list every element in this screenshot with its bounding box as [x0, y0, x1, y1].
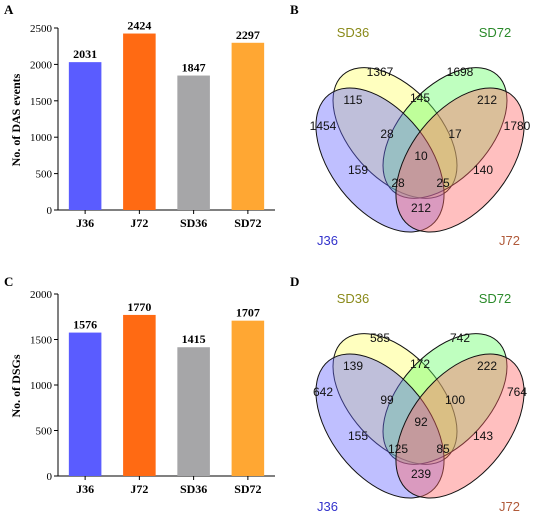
venn-count-j36-sd72-j72: 28 [391, 176, 405, 190]
venn-count-sd36-sd72: 145 [410, 91, 430, 105]
bar-chart-dsgs: No. of DSGs 0 500 1000 1500 2000 1576 J36 1770 J… [9, 289, 275, 496]
x-tick-label: SD36 [180, 216, 207, 230]
venn-count-sd36-sd72-j72: 100 [445, 393, 465, 407]
venn-count-j36-sd36-j72: 85 [436, 442, 450, 456]
venn-count-all: 92 [414, 415, 428, 429]
venn-count-j36-sd36: 139 [343, 359, 363, 373]
venn-count-sd72-only: 1698 [447, 65, 474, 79]
venn-count-j36-only: 642 [313, 385, 333, 399]
set-label-sd72: SD72 [479, 291, 512, 306]
bar-sd72 [231, 42, 265, 211]
panel-letter-d: D [290, 274, 299, 289]
venn-count-j36-j72: 212 [411, 201, 431, 215]
ellipse-j36 [315, 87, 445, 233]
bar-sd36 [177, 75, 210, 211]
ellipse-sd36 [332, 333, 458, 465]
y-tick-label: 500 [36, 426, 53, 438]
y-tick-label: 2000 [30, 59, 53, 71]
venn-count-j36-only: 1454 [310, 119, 337, 133]
venn-count-sd36-sd72-j72: 17 [448, 127, 462, 141]
venn-count-j36-sd36: 115 [343, 93, 362, 107]
venn-count-sd36-only: 585 [370, 331, 390, 345]
y-tick-label: 0 [47, 205, 53, 217]
venn-count-sd72-j72: 212 [477, 93, 497, 107]
y-tick-label: 1500 [30, 96, 53, 108]
y-tick-label: 1000 [30, 380, 53, 392]
venn-count-sd36-j72: 143 [473, 429, 493, 443]
bar-chart-das-events: No. of DAS events 0 500 1000 1500 2000 2500 20… [9, 19, 275, 230]
bar-j72 [123, 314, 156, 476]
bar-j36 [68, 332, 102, 476]
venn-count-j36-sd36-sd72: 99 [380, 393, 394, 407]
panel-letter-a: A [4, 2, 14, 17]
bar-j72 [123, 33, 156, 210]
y-tick-label: 500 [36, 169, 53, 181]
panel-letter-c: C [4, 274, 13, 289]
venn-count-sd36-only: 1367 [367, 65, 394, 79]
y-axis-label: No. of DAS events [9, 73, 23, 166]
venn-count-j36-sd36-sd72: 28 [380, 127, 394, 141]
data-label: 1707 [236, 306, 260, 320]
y-axis-label: No. of DSGs [9, 354, 23, 417]
x-tick-label: J72 [130, 482, 148, 496]
set-label-sd36: SD36 [337, 291, 370, 306]
x-tick-label: J72 [130, 216, 148, 230]
ellipse-j72 [395, 87, 525, 233]
set-label-j36: J36 [317, 233, 338, 248]
x-tick-label: SD72 [234, 482, 261, 496]
y-tick-label: 2500 [30, 23, 53, 35]
y-tick-label: 2000 [30, 289, 53, 301]
data-label: 2297 [236, 28, 260, 42]
set-label-j72: J72 [499, 499, 520, 514]
x-tick-label: SD36 [180, 482, 207, 496]
venn-count-all: 10 [414, 149, 428, 163]
venn-count-sd36-sd72: 172 [410, 357, 430, 371]
bar-sd36 [177, 347, 210, 476]
venn-diagram-dsgs: SD36 SD72 J36 J72 585 742 642 764 139 172 222 99 100… [313, 291, 527, 514]
data-label: 2031 [73, 47, 97, 61]
data-label: 1847 [182, 61, 206, 75]
y-tick-label: 1000 [30, 132, 53, 144]
y-tick-label: 1500 [30, 335, 53, 347]
venn-count-sd72-j72: 222 [477, 359, 497, 373]
data-label: 1770 [127, 300, 151, 314]
set-label-sd72: SD72 [479, 25, 512, 40]
ellipse-sd36 [332, 67, 458, 199]
set-label-j36: J36 [317, 499, 338, 514]
venn-count-j72-only: 1780 [504, 119, 531, 133]
x-tick-label: J36 [76, 216, 94, 230]
ellipse-j36 [315, 353, 445, 499]
data-label: 2424 [127, 19, 151, 33]
venn-count-sd36-j72: 140 [473, 163, 493, 177]
data-label: 1576 [73, 318, 97, 332]
x-tick-label: SD72 [234, 216, 261, 230]
x-tick-label: J36 [76, 482, 94, 496]
set-label-sd36: SD36 [337, 25, 370, 40]
venn-count-j36-sd72: 155 [348, 429, 368, 443]
ellipse-j72 [395, 353, 525, 499]
venn-count-j36-j72: 239 [411, 467, 431, 481]
venn-count-j36-sd36-j72: 25 [436, 176, 450, 190]
ellipse-sd72 [382, 67, 508, 199]
y-tick-label: 0 [47, 471, 53, 483]
set-label-j72: J72 [499, 233, 520, 248]
data-label: 1415 [182, 332, 206, 346]
venn-count-sd72-only: 742 [450, 331, 470, 345]
venn-count-j36-sd72-j72: 125 [388, 442, 408, 456]
bar-j36 [68, 62, 102, 210]
venn-count-j72-only: 764 [507, 385, 527, 399]
venn-count-j36-sd72: 159 [348, 163, 368, 177]
panel-letter-b: B [290, 2, 299, 17]
venn-diagram-das-events: SD36 SD72 J36 J72 1367 1698 1454 1780 115 145 212 2… [310, 25, 531, 248]
ellipse-sd72 [382, 333, 508, 465]
bar-sd72 [231, 320, 265, 476]
